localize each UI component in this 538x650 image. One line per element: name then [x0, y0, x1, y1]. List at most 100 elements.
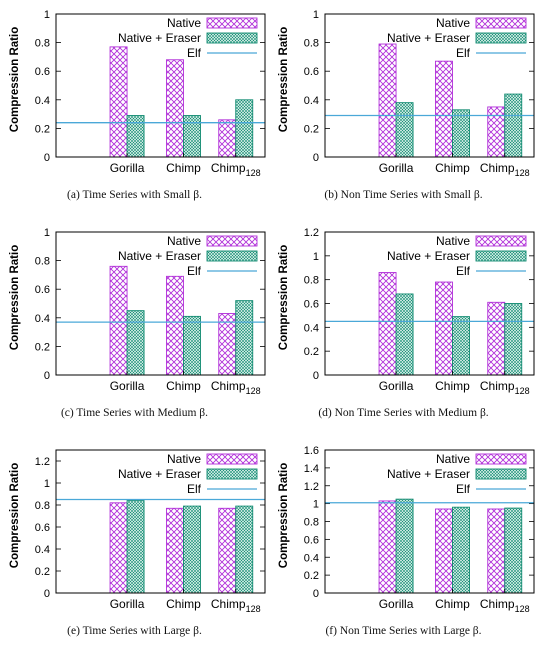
- legend-swatch-eraser: [206, 468, 258, 480]
- chart-svg: 0 0.2 0.4 0.6 0.8 1 Compression Ratio Gorilla Ch…: [278, 9, 535, 178]
- bar-native: [109, 502, 128, 594]
- bar-eraser: [452, 316, 470, 376]
- plot-frame: [55, 231, 266, 376]
- legend-label: Native: [436, 234, 470, 248]
- y-tick-label: 0: [313, 370, 319, 382]
- x-tick-label: Gorilla: [110, 597, 145, 611]
- bar-eraser: [235, 300, 254, 376]
- x-tick-label: Chimp: [435, 379, 470, 393]
- legend-label: Native: [436, 452, 470, 466]
- bar-eraser: [183, 315, 201, 376]
- y-tick-label: 0: [44, 152, 50, 164]
- plot-frame: [324, 231, 535, 376]
- y-tick-label: 0.6: [304, 534, 319, 546]
- y-axis-label: Compression Ratio: [278, 463, 290, 568]
- legend-label: Elf: [456, 264, 471, 278]
- bar-eraser: [235, 505, 254, 594]
- legend-label: Native + Eraser: [387, 31, 470, 45]
- y-tick-label: 0.8: [35, 256, 50, 268]
- x-tick-label: Chimp: [435, 597, 470, 611]
- bar-native: [166, 275, 184, 376]
- x-tick-label: Chimp: [166, 379, 201, 393]
- bar-eraser: [395, 102, 414, 158]
- x-tick-label: Chimp: [435, 161, 470, 175]
- chart-svg: 0 0.2 0.4 0.6 0.8 1 1.2 Compression Ratio Gorill…: [278, 227, 535, 396]
- y-tick-label: 0.2: [35, 566, 50, 578]
- bar-native: [378, 272, 397, 376]
- legend-swatch-native: [206, 453, 258, 465]
- y-tick-label: 1.2: [304, 227, 319, 239]
- legend-label: Native + Eraser: [118, 249, 201, 263]
- bar-native: [166, 507, 184, 594]
- legend-swatch-eraser: [475, 32, 527, 44]
- bar-native: [487, 106, 506, 158]
- y-axis-label: Compression Ratio: [9, 463, 21, 568]
- legend-swatch-eraser: [475, 250, 527, 262]
- y-axis-label: Compression Ratio: [278, 245, 290, 350]
- y-tick-label: 0.6: [35, 284, 50, 296]
- bar-native: [378, 500, 397, 594]
- subfigure-caption: (f) Non Time Series with Large β.: [325, 625, 482, 637]
- legend-label: Elf: [456, 482, 471, 496]
- bar-native: [487, 301, 506, 376]
- legend-swatch-native: [475, 17, 527, 29]
- legend-label: Native: [436, 16, 470, 30]
- chart-svg: 0 0.2 0.4 0.6 0.8 1 Compression Ratio Gorilla Ch…: [9, 9, 266, 178]
- bar-eraser: [504, 507, 523, 594]
- y-tick-label: 0.4: [35, 313, 50, 325]
- legend-swatch-native: [475, 453, 527, 465]
- chart-panel: 0 0.2 0.4 0.6 0.8 1 1.2 Compression Ratio Gorill…: [269, 218, 538, 432]
- bar-eraser: [126, 310, 145, 376]
- legend-label: Native + Eraser: [387, 249, 470, 263]
- bar-native: [435, 60, 453, 158]
- y-tick-label: 1: [44, 9, 50, 21]
- x-tick-label: Gorilla: [379, 379, 414, 393]
- y-tick-label: 0.6: [35, 522, 50, 534]
- bar-native: [218, 119, 237, 158]
- legend-label: Native + Eraser: [118, 467, 201, 481]
- y-tick-label: 0.2: [304, 346, 319, 358]
- subfigure-caption: (d) Non Time Series with Medium β.: [318, 407, 489, 419]
- chart-svg: 0 0.2 0.4 0.6 0.8 1 1.2 Compression Ratio Gorill…: [9, 449, 266, 614]
- legend-swatch-eraser: [206, 250, 258, 262]
- y-tick-label: 0.4: [35, 544, 50, 556]
- bar-native: [166, 59, 184, 158]
- legend-label: Elf: [187, 264, 202, 278]
- subfigure-caption: (b) Non Time Series with Small β.: [324, 189, 483, 201]
- chart-svg: 0 0.2 0.4 0.6 0.8 1 Compression Ratio Gorilla Ch…: [9, 227, 266, 396]
- subfigure-caption: (c) Time Series with Medium β.: [60, 407, 209, 419]
- y-tick-label: 0.4: [35, 95, 50, 107]
- legend-label: Native + Eraser: [387, 467, 470, 481]
- legend-label: Native: [167, 234, 201, 248]
- bar-native: [218, 507, 237, 594]
- y-axis-label: Compression Ratio: [278, 27, 290, 132]
- y-tick-label: 0.2: [35, 123, 50, 135]
- y-axis-label: Compression Ratio: [9, 245, 21, 350]
- y-tick-label: 1: [313, 499, 319, 511]
- y-tick-label: 0: [313, 588, 319, 600]
- bar-eraser: [183, 505, 201, 594]
- y-tick-label: 1: [44, 227, 50, 239]
- x-tick-label: Chimp128: [480, 379, 530, 396]
- x-tick-label: Gorilla: [379, 597, 414, 611]
- bar-eraser: [504, 303, 523, 376]
- legend-swatch-eraser: [475, 468, 527, 480]
- y-tick-label: 0.8: [35, 38, 50, 50]
- y-tick-label: 1.2: [35, 456, 50, 468]
- plot-frame: [55, 13, 266, 158]
- x-tick-label: Chimp128: [480, 161, 530, 178]
- y-tick-label: 0.6: [35, 66, 50, 78]
- y-tick-label: 0.8: [35, 500, 50, 512]
- subfigure-caption: (a) Time Series with Small β.: [67, 189, 202, 201]
- subfigure-caption: (e) Time Series with Large β.: [67, 625, 202, 637]
- x-tick-label: Chimp128: [480, 597, 530, 614]
- plot-frame: [324, 13, 535, 158]
- bar-eraser: [126, 115, 145, 158]
- plot-frame: [324, 449, 535, 594]
- y-tick-label: 1: [313, 9, 319, 21]
- bar-eraser: [395, 498, 414, 594]
- legend-swatch-eraser: [206, 32, 258, 44]
- y-tick-label: 0.2: [304, 570, 319, 582]
- y-tick-label: 0: [44, 370, 50, 382]
